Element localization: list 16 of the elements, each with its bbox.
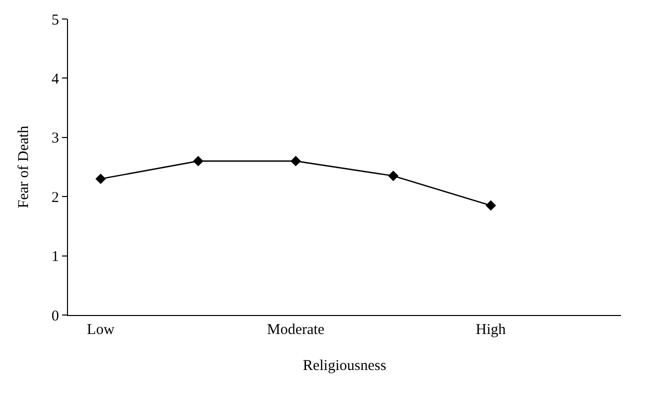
y-tick-label: 0 <box>52 308 59 324</box>
y-tick-label: 1 <box>52 249 59 266</box>
point <box>290 156 301 166</box>
x-axis-title: Religiousness <box>302 358 386 374</box>
x-tick-label: High <box>476 322 506 338</box>
x-tick-label: Low <box>86 322 115 338</box>
point <box>95 174 106 184</box>
point <box>486 200 496 211</box>
y-tick-label: 2 <box>52 190 59 206</box>
y-tick-label: 3 <box>52 130 59 147</box>
point <box>192 156 204 166</box>
x-tick-label: Moderate <box>266 322 325 338</box>
y-tick-label: 4 <box>52 71 60 88</box>
point <box>388 170 398 182</box>
y-axis-title: Fear of Death <box>16 125 32 208</box>
y-tick-label: 5 <box>52 12 59 28</box>
